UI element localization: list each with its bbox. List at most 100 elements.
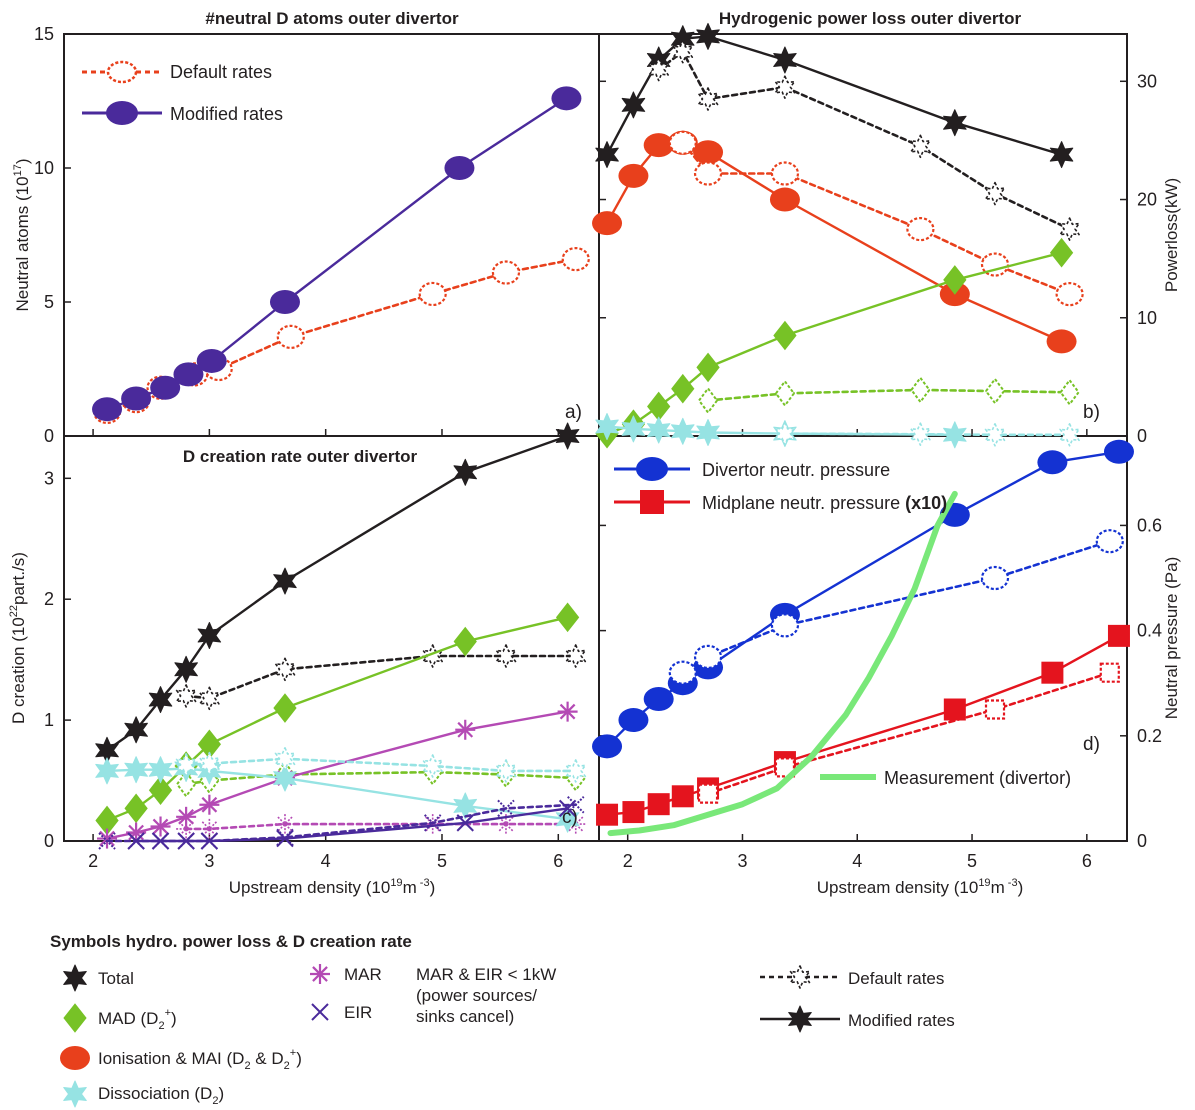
legend-eir-label: EIR [344, 1003, 372, 1022]
data-point [773, 46, 797, 74]
data-point [1059, 217, 1080, 241]
data-point [647, 391, 671, 422]
panel-d-legend: Divertor neutr. pressure Midplane neutr.… [614, 457, 1071, 788]
data-point [1049, 237, 1074, 268]
panel-d-ylabel: Neutral pressure (Pa) [1162, 557, 1181, 720]
panel-c-frame [63, 435, 600, 842]
series-b-3 [668, 130, 1084, 307]
data-point [621, 415, 646, 443]
legend-marker [311, 1003, 329, 1021]
panel-c-tag: c) [562, 807, 578, 828]
legend-measurement-label: Measurement (divertor) [884, 768, 1071, 788]
x-tick-label: 4 [321, 851, 331, 871]
data-point [595, 141, 619, 169]
asterisk-stroke [312, 966, 328, 982]
data-point [422, 754, 444, 778]
data-point [774, 75, 796, 99]
legend-marker [60, 1046, 90, 1070]
data-point [697, 783, 719, 804]
data-point [1059, 422, 1080, 447]
data-point [444, 156, 475, 180]
data-point [273, 567, 297, 595]
x-stroke [456, 814, 474, 832]
asterisk-stroke [152, 818, 169, 835]
series-b-7 [774, 421, 1080, 447]
data-point [671, 785, 694, 808]
data-point [551, 86, 582, 111]
series-line [105, 616, 569, 822]
legend-eir-marker [311, 1003, 329, 1021]
data-point [595, 413, 619, 440]
data-point [199, 794, 220, 815]
series-c-2 [95, 602, 580, 836]
series-line [605, 35, 1063, 156]
series-b-0 [595, 22, 1074, 169]
data-point [175, 770, 197, 798]
data-point [276, 828, 294, 847]
panel-a-title: #neutral D atoms outer divertor [205, 9, 459, 28]
series-b-2 [592, 130, 1077, 354]
series-a-1 [92, 86, 582, 422]
data-point [671, 373, 695, 404]
legend-note-2: (power sources/ [416, 986, 537, 1005]
data-point [1041, 661, 1064, 684]
data-point [1037, 450, 1068, 475]
y-tick-label: 20 [1137, 190, 1157, 210]
data-point [121, 386, 152, 411]
data-point [565, 644, 587, 668]
data-point [274, 657, 296, 682]
data-point [774, 757, 796, 778]
series-b-1 [648, 39, 1080, 241]
panel-a-plot: 0 5 10 15 [34, 24, 590, 446]
data-point [668, 660, 697, 685]
data-point [984, 181, 1006, 206]
data-point [696, 352, 720, 383]
series-line [184, 757, 578, 773]
series-line [105, 434, 569, 752]
data-point [491, 260, 521, 285]
y-tick-label: 0.2 [1137, 726, 1162, 746]
legend-marker [63, 1080, 87, 1108]
panel-b-title: Hydrogenic power loss outer divertor [719, 9, 1022, 28]
x-stroke [151, 832, 170, 850]
panel-a-legend: Default rates Modified rates [82, 60, 283, 125]
data-point [273, 764, 297, 792]
data-point [910, 376, 931, 404]
asterisk-stroke [457, 721, 474, 738]
data-point [910, 134, 931, 159]
series-line [783, 432, 1071, 437]
series-d-1 [668, 529, 1124, 685]
data-point [906, 216, 935, 242]
data-point [697, 87, 719, 111]
data-point [693, 644, 723, 670]
series-line [706, 671, 1112, 796]
legend-midplane-label: Midplane neutr. pressure (x10) [702, 493, 947, 513]
panel-b-tag: b) [1083, 402, 1100, 423]
legend-ionisation-label: Ionisation & MAI (D2 & D2+) [98, 1047, 302, 1072]
y-tick-label: 0.4 [1137, 621, 1162, 641]
legend-default-rates-marker [789, 965, 811, 989]
data-point [693, 161, 723, 186]
data-point [769, 187, 800, 212]
data-point [495, 644, 517, 668]
data-point [453, 626, 477, 657]
data-point [696, 419, 720, 446]
data-point [273, 693, 297, 723]
series-c-7 [175, 746, 587, 783]
series-c-9 [98, 796, 585, 850]
x-stroke [497, 799, 515, 818]
data-point [177, 832, 195, 850]
y-tick-label: 10 [34, 158, 54, 178]
series-d-0 [592, 439, 1134, 759]
legend-default-label: Default rates [170, 62, 272, 82]
data-point [124, 793, 148, 824]
panel-d-tag: d) [1083, 734, 1100, 755]
series-line [681, 141, 1071, 296]
data-point [151, 832, 170, 850]
legend-divertor-label: Divertor neutr. pressure [702, 460, 890, 480]
data-point [621, 91, 646, 119]
data-point [668, 130, 697, 155]
data-point [150, 375, 181, 400]
data-point [984, 699, 1006, 720]
